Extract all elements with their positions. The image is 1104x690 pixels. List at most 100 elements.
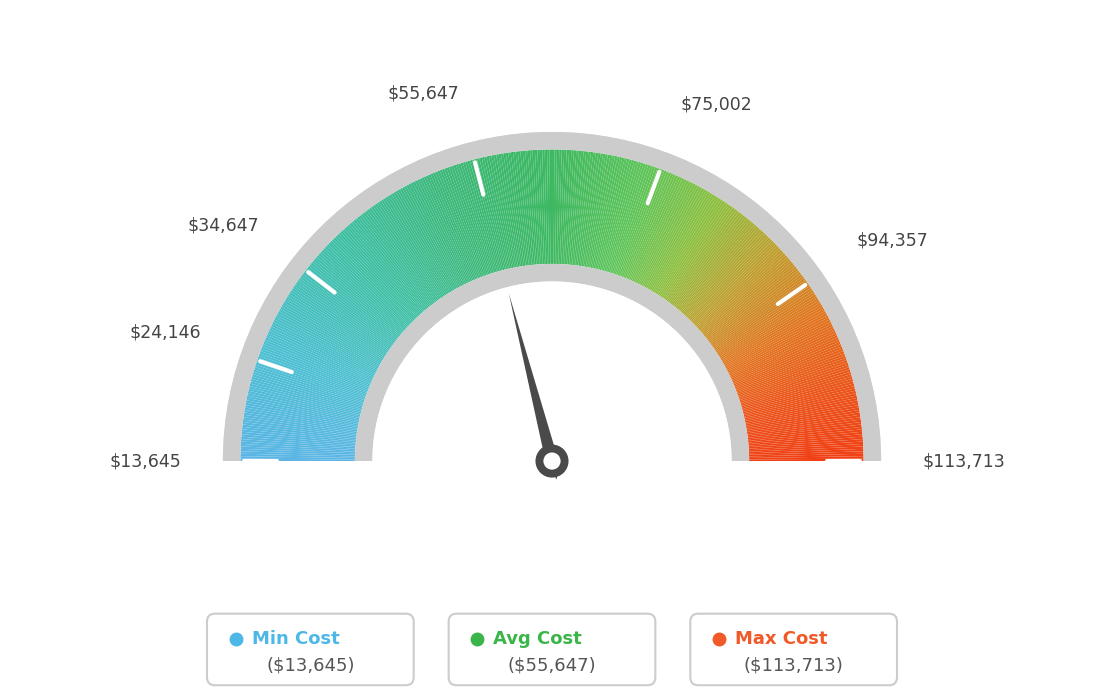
Wedge shape	[506, 152, 524, 266]
Wedge shape	[711, 276, 804, 345]
Wedge shape	[743, 386, 854, 415]
Wedge shape	[508, 152, 526, 266]
Wedge shape	[560, 150, 566, 264]
Wedge shape	[241, 444, 355, 452]
Wedge shape	[637, 180, 689, 284]
Wedge shape	[252, 377, 362, 409]
Wedge shape	[544, 150, 549, 264]
Wedge shape	[563, 150, 572, 264]
Wedge shape	[615, 166, 652, 275]
Wedge shape	[424, 176, 473, 282]
Wedge shape	[241, 446, 355, 453]
Wedge shape	[282, 304, 382, 364]
Wedge shape	[643, 184, 698, 287]
Wedge shape	[265, 337, 371, 384]
Wedge shape	[745, 403, 859, 426]
Wedge shape	[522, 150, 535, 265]
Wedge shape	[722, 304, 822, 364]
Wedge shape	[584, 154, 606, 267]
Wedge shape	[686, 233, 765, 317]
Wedge shape	[489, 155, 513, 268]
Wedge shape	[241, 437, 355, 447]
Wedge shape	[672, 215, 745, 306]
Wedge shape	[315, 257, 403, 333]
Wedge shape	[707, 268, 798, 340]
Wedge shape	[626, 172, 671, 279]
Wedge shape	[739, 362, 848, 400]
Wedge shape	[566, 150, 576, 264]
Wedge shape	[342, 229, 421, 315]
Wedge shape	[481, 157, 509, 269]
Wedge shape	[325, 246, 410, 326]
Wedge shape	[242, 429, 355, 442]
Wedge shape	[404, 186, 459, 288]
Wedge shape	[479, 157, 508, 269]
Wedge shape	[248, 391, 360, 418]
Wedge shape	[575, 152, 591, 266]
Wedge shape	[435, 171, 479, 278]
Wedge shape	[493, 155, 517, 268]
Wedge shape	[420, 178, 469, 283]
Wedge shape	[587, 155, 611, 268]
Wedge shape	[612, 164, 648, 273]
Wedge shape	[743, 381, 853, 412]
Wedge shape	[659, 199, 723, 296]
Wedge shape	[588, 155, 613, 268]
Wedge shape	[749, 442, 863, 451]
Wedge shape	[548, 150, 551, 264]
Wedge shape	[241, 454, 354, 458]
Wedge shape	[694, 246, 779, 326]
Wedge shape	[255, 365, 364, 402]
Wedge shape	[312, 261, 401, 335]
Wedge shape	[724, 309, 825, 366]
Wedge shape	[242, 432, 355, 444]
Wedge shape	[359, 215, 432, 306]
Wedge shape	[442, 169, 484, 277]
Wedge shape	[564, 150, 574, 264]
Wedge shape	[737, 353, 846, 394]
Wedge shape	[696, 248, 781, 327]
Wedge shape	[733, 339, 840, 386]
Wedge shape	[747, 424, 862, 440]
Wedge shape	[651, 192, 711, 291]
Polygon shape	[545, 460, 559, 480]
Wedge shape	[723, 306, 824, 365]
Wedge shape	[599, 159, 629, 270]
Wedge shape	[375, 204, 442, 299]
Wedge shape	[498, 154, 520, 267]
Wedge shape	[369, 208, 437, 302]
Wedge shape	[675, 217, 746, 307]
Wedge shape	[246, 400, 359, 424]
Wedge shape	[749, 451, 863, 456]
Wedge shape	[363, 212, 434, 304]
Wedge shape	[439, 170, 482, 277]
Wedge shape	[731, 331, 836, 380]
Wedge shape	[737, 355, 846, 396]
Wedge shape	[241, 459, 354, 461]
Wedge shape	[555, 150, 560, 264]
Wedge shape	[660, 201, 725, 297]
Wedge shape	[730, 326, 834, 377]
Wedge shape	[654, 194, 714, 293]
Wedge shape	[245, 405, 358, 427]
Wedge shape	[454, 165, 491, 274]
Wedge shape	[741, 372, 851, 406]
Wedge shape	[385, 197, 448, 295]
Wedge shape	[289, 292, 386, 355]
Polygon shape	[509, 293, 559, 463]
Wedge shape	[415, 180, 467, 284]
Text: $24,146: $24,146	[130, 323, 202, 341]
Wedge shape	[473, 159, 503, 270]
Wedge shape	[658, 198, 721, 295]
Wedge shape	[616, 166, 656, 275]
Wedge shape	[681, 226, 758, 313]
Wedge shape	[731, 328, 835, 379]
Wedge shape	[263, 344, 369, 388]
Wedge shape	[262, 346, 369, 390]
Wedge shape	[477, 158, 506, 270]
Wedge shape	[256, 362, 365, 400]
Wedge shape	[460, 163, 496, 273]
Wedge shape	[712, 280, 807, 348]
Wedge shape	[576, 152, 594, 266]
Wedge shape	[640, 182, 693, 286]
